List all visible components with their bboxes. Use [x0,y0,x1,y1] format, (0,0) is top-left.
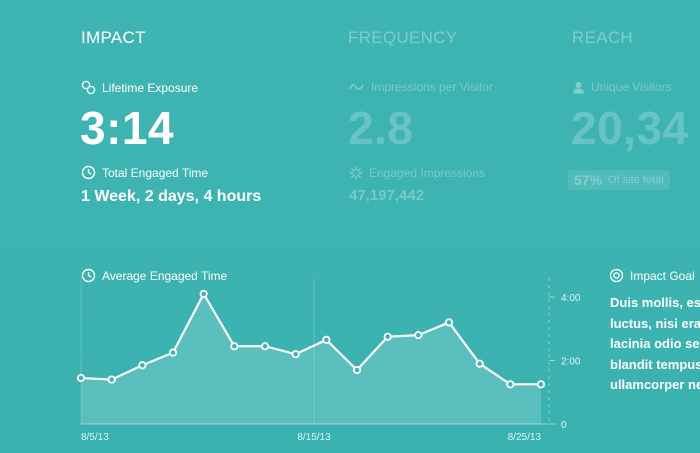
unique-visitors-text: Unique Visitors [591,80,672,94]
data-point [475,359,484,368]
x-tick-label: 8/25/13 [508,432,542,443]
total-engaged-value: 1 Week, 2 days, 4 hours [81,188,262,205]
exposure-icon [81,80,96,95]
goal-line: ullamcorper nex [610,377,700,392]
y-tick-label: 4:00 [561,293,581,304]
area-fill [81,293,541,424]
data-point [107,375,116,384]
impressions-per-visitor-value: 2.8 [348,102,414,154]
data-point [199,289,208,298]
goal-line: blandit tempus [610,356,700,372]
data-point [506,380,515,389]
lifetime-exposure-text: Lifetime Exposure [102,80,199,95]
total-engaged-label: Total Engaged Time [81,165,208,180]
impressions-per-visitor-label: Impressions per Visitor [349,80,493,94]
goal-line: lacinia odio se [610,336,700,351]
tab-impact[interactable]: IMPACT [81,28,146,47]
average-engaged-text: Average Engaged Time [102,268,228,283]
target-icon [609,268,624,283]
data-point [352,365,362,375]
impact-goal-label: Impact Goal [609,268,695,283]
unique-visitors-value: 20,34 [571,102,689,154]
site-pct-value: 57% [574,172,603,188]
average-engaged-label: Average Engaged Time [81,268,227,283]
data-point [322,335,331,344]
y-tick-label: 0 [561,420,567,431]
data-point [291,350,300,359]
site-total-text: Of site total [608,174,664,186]
data-point [383,332,392,341]
x-tick-label: 8/5/13 [81,432,109,443]
impact-goal-text: Impact Goal [630,268,695,283]
clock-icon [81,268,96,283]
lifetime-exposure-value: 3:14 [80,102,175,154]
data-point [260,342,270,351]
x-tick-label: 8/15/13 [297,432,331,443]
lifetime-exposure-label: Lifetime Exposure [81,80,198,95]
impressions-per-visitor-text: Impressions per Visitor [371,80,493,94]
engaged-impressions-label: Engaged Impressions [349,166,485,180]
goal-line: luctus, nisi erat [610,315,700,331]
wave-icon [349,84,364,90]
engaged-impressions-text: Engaged Impressions [369,166,486,180]
data-point [536,380,546,389]
impact-goal-body: Duis mollis, est luctus, nisi erat lacin… [610,293,700,396]
data-point [76,373,86,383]
clock-icon [81,165,96,180]
data-point [138,361,147,370]
site-total-badge: 57% Of site total [568,170,670,190]
y-tick-label: 2:00 [561,357,581,368]
unique-visitors-label: Unique Visitors [572,80,671,94]
data-point [414,331,423,340]
spinner-icon [349,166,363,180]
total-engaged-text: Total Engaged Time [102,165,209,180]
data-point [444,318,454,327]
engaged-impressions-value: 47,197,442 [349,187,425,204]
goal-line: Duis mollis, est [610,295,700,310]
tab-frequency[interactable]: FREQUENCY [348,28,458,47]
tab-reach[interactable]: REACH [572,28,634,47]
data-point [230,342,239,351]
data-point [168,348,178,357]
series-line [80,292,541,386]
user-icon [573,81,584,93]
